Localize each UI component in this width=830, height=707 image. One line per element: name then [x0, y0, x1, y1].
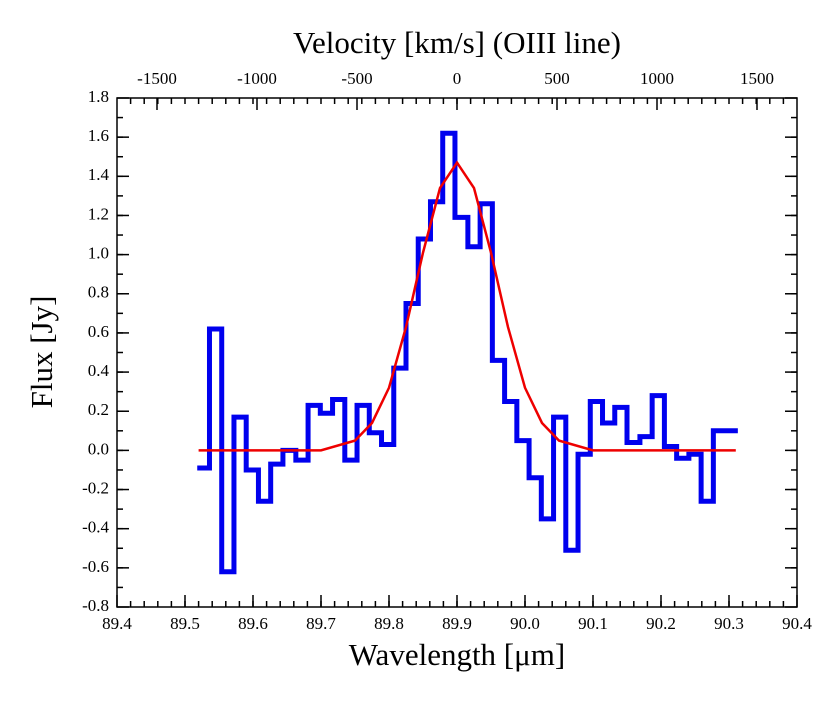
- x-tick-label: 90.4: [782, 614, 812, 633]
- x2-tick-label: -1000: [237, 69, 277, 88]
- y-tick-label: 0.4: [88, 361, 110, 380]
- y-tick-label: 1.8: [88, 87, 109, 106]
- x2-tick-label: 0: [453, 69, 462, 88]
- x-tick-label: 89.8: [374, 614, 404, 633]
- y-tick-label: 1.6: [88, 126, 109, 145]
- y-tick-label: 1.4: [88, 165, 110, 184]
- x-tick-label: 90.1: [578, 614, 608, 633]
- x-tick-label: 89.4: [102, 614, 132, 633]
- x2-tick-label: 1000: [640, 69, 674, 88]
- fit-line: [198, 160, 736, 452]
- y-tick-label: 0.0: [88, 439, 109, 458]
- x-tick-label: 89.9: [442, 614, 472, 633]
- x-tick-label: 90.0: [510, 614, 540, 633]
- x-axis-label: Wavelength [μm]: [349, 637, 565, 672]
- y-tick-label: 1.0: [88, 244, 109, 263]
- x-tick-label: 89.7: [306, 614, 336, 633]
- x2-tick-label: 1500: [740, 69, 774, 88]
- x-tick-label: 90.2: [646, 614, 676, 633]
- y-tick-label: -0.4: [82, 518, 109, 537]
- y-tick-label: 1.2: [88, 204, 109, 223]
- x-tick-label: 89.6: [238, 614, 268, 633]
- y-axis-label: Flux [Jy]: [24, 296, 59, 409]
- y-tick-label: -0.6: [82, 557, 109, 576]
- chart-title: Velocity [km/s] (OIII line): [293, 25, 621, 60]
- x2-tick-label: 500: [544, 69, 570, 88]
- y-tick-label: 0.6: [88, 322, 109, 341]
- x-tick-label: 89.5: [170, 614, 200, 633]
- y-tick-label: -0.8: [82, 596, 109, 615]
- x-tick-label: 90.3: [714, 614, 744, 633]
- x2-tick-label: -500: [341, 69, 372, 88]
- y-tick-label: 0.8: [88, 283, 109, 302]
- spectrum-step: [197, 130, 738, 575]
- x2-tick-label: -1500: [137, 69, 177, 88]
- y-tick-label: 0.2: [88, 400, 109, 419]
- y-tick-label: -0.2: [82, 478, 109, 497]
